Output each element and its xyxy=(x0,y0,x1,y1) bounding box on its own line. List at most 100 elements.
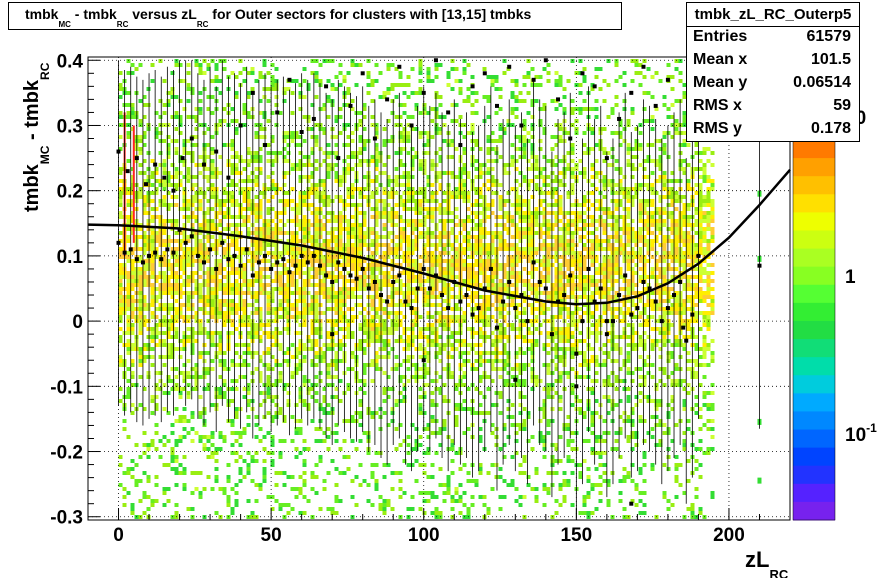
heatmap-cell xyxy=(522,147,527,151)
heatmap-cell xyxy=(426,139,431,143)
heatmap-cell xyxy=(490,403,495,407)
heatmap-cell xyxy=(266,335,271,339)
heatmap-cell xyxy=(514,283,519,287)
heatmap-cell xyxy=(138,355,143,359)
heatmap-cell xyxy=(358,247,363,251)
heatmap-cell xyxy=(146,223,151,227)
heatmap-cell xyxy=(394,339,399,343)
heatmap-cell xyxy=(514,79,519,83)
heatmap-cell xyxy=(122,503,127,507)
heatmap-cell xyxy=(370,191,375,195)
heatmap-cell xyxy=(194,375,199,379)
heatmap-cell xyxy=(278,375,283,379)
heatmap-cell xyxy=(338,211,343,215)
heatmap-cell xyxy=(210,307,215,311)
heatmap-cell xyxy=(498,495,503,499)
heatmap-cell xyxy=(310,303,315,307)
heatmap-cell xyxy=(270,255,275,259)
heatmap-cell xyxy=(402,347,407,351)
heatmap-cell xyxy=(242,299,247,303)
heatmap-cell xyxy=(410,335,415,339)
heatmap-cell xyxy=(302,279,307,283)
heatmap-cell xyxy=(514,179,519,183)
heatmap-cell xyxy=(258,487,263,491)
heatmap-cell xyxy=(514,247,519,251)
heatmap-cell xyxy=(522,427,527,431)
heatmap-cell xyxy=(182,427,187,431)
heatmap-cell xyxy=(466,271,471,275)
heatmap-cell xyxy=(454,347,459,351)
heatmap-cell xyxy=(170,347,175,351)
heatmap-cell xyxy=(174,255,179,259)
heatmap-cell xyxy=(318,419,323,423)
heatmap-cell xyxy=(166,203,171,207)
heatmap-cell xyxy=(322,479,327,483)
heatmap-cell xyxy=(182,303,187,307)
heatmap-cell xyxy=(146,191,151,195)
heatmap-cell xyxy=(142,471,147,475)
heatmap-cell xyxy=(198,107,203,111)
heatmap-cell xyxy=(182,143,187,147)
heatmap-cell xyxy=(530,367,535,371)
heatmap-cell xyxy=(146,199,151,203)
heatmap-cell xyxy=(150,283,155,287)
heatmap-cell xyxy=(206,155,211,159)
heatmap-cell xyxy=(254,203,259,207)
heatmap-cell xyxy=(254,247,259,251)
heatmap-cell xyxy=(294,419,299,423)
heatmap-cell xyxy=(130,275,135,279)
heatmap-cell xyxy=(522,339,527,343)
heatmap-cell xyxy=(426,251,431,255)
heatmap-cell xyxy=(422,471,427,475)
heatmap-cell xyxy=(526,111,531,115)
heatmap-cell xyxy=(346,247,351,251)
heatmap-cell xyxy=(170,283,175,287)
heatmap-cell xyxy=(402,231,407,235)
heatmap-cell xyxy=(358,159,363,163)
heatmap-cell xyxy=(230,307,235,311)
heatmap-cell xyxy=(294,363,299,367)
heatmap-cell xyxy=(366,499,371,503)
heatmap-cell xyxy=(202,423,207,427)
heatmap-cell xyxy=(394,327,399,331)
heatmap-cell xyxy=(406,367,411,371)
heatmap-cell xyxy=(306,347,311,351)
heatmap-cell xyxy=(166,311,171,315)
heatmap-cell xyxy=(294,495,299,499)
heatmap-cell xyxy=(290,415,295,419)
heatmap-cell xyxy=(246,415,251,419)
heatmap-cell xyxy=(174,139,179,143)
heatmap-cell xyxy=(258,403,263,407)
heatmap-cell xyxy=(166,463,171,467)
heatmap-cell xyxy=(310,187,315,191)
heatmap-cell xyxy=(274,359,279,363)
heatmap-cell xyxy=(254,323,259,327)
heatmap-cell xyxy=(354,83,359,87)
heatmap-cell xyxy=(298,195,303,199)
heatmap-cell xyxy=(310,151,315,155)
heatmap-cell xyxy=(522,231,527,235)
heatmap-cell xyxy=(498,447,503,451)
heatmap-cell xyxy=(522,151,527,155)
heatmap-cell xyxy=(506,415,511,419)
heatmap-cell xyxy=(494,191,499,195)
heatmap-cell xyxy=(362,231,367,235)
heatmap-cell xyxy=(194,311,199,315)
heatmap-cell xyxy=(374,159,379,163)
heatmap-cell xyxy=(314,227,319,231)
heatmap-cell xyxy=(206,251,211,255)
heatmap-cell xyxy=(150,331,155,335)
heatmap-cell xyxy=(126,467,131,471)
heatmap-cell xyxy=(406,199,411,203)
heatmap-cell xyxy=(154,131,159,135)
heatmap-cell xyxy=(518,503,523,507)
heatmap-cell xyxy=(326,295,331,299)
heatmap-cell xyxy=(142,491,147,495)
heatmap-cell xyxy=(426,491,431,495)
heatmap-cell xyxy=(502,303,507,307)
heatmap-cell xyxy=(438,115,443,119)
heatmap-cell xyxy=(218,351,223,355)
heatmap-cell xyxy=(518,279,523,283)
heatmap-cell xyxy=(358,415,363,419)
heatmap-cell xyxy=(174,275,179,279)
